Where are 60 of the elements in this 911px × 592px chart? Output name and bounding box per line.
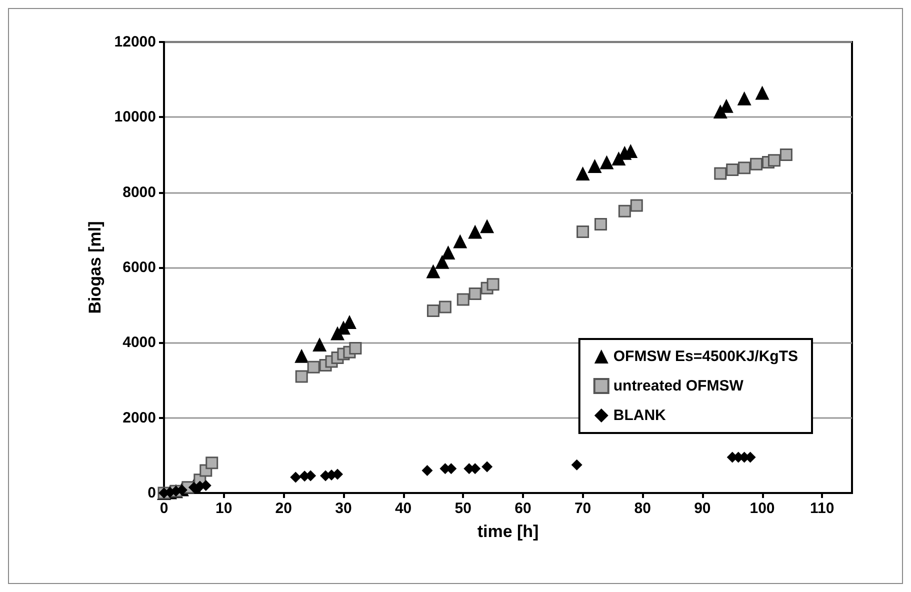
point [435, 254, 450, 269]
point [468, 224, 482, 239]
point [618, 204, 631, 218]
point [576, 226, 590, 238]
point [755, 86, 770, 100]
x-tick-label: 0 [160, 500, 168, 517]
x-tick-label: 40 [394, 500, 412, 517]
x-tick-label: 30 [335, 500, 352, 517]
point [768, 154, 780, 167]
point [295, 370, 308, 383]
point [456, 293, 470, 306]
point [441, 245, 456, 260]
x-tick-label: 20 [275, 500, 292, 517]
point [438, 300, 452, 314]
point [307, 360, 320, 374]
legend-label: OFMSW Es=4500KJ/KgTS [613, 348, 798, 365]
point [780, 148, 792, 161]
point [750, 158, 763, 170]
point [600, 155, 614, 170]
point [290, 472, 302, 483]
x-tick-label: 70 [574, 500, 592, 517]
point [426, 264, 440, 278]
point [349, 342, 362, 355]
y-tick-label: 10000 [114, 108, 156, 126]
point [480, 219, 494, 234]
point [294, 348, 309, 363]
point [714, 167, 727, 180]
point [726, 164, 739, 176]
point [482, 461, 493, 472]
point [588, 159, 602, 174]
legend-label: untreated OFMSW [613, 378, 744, 394]
point [486, 278, 500, 291]
y-axis-title: Biogas [ml] [85, 221, 104, 314]
point [737, 91, 752, 106]
point [453, 234, 468, 248]
point [426, 304, 440, 317]
point [738, 162, 751, 174]
x-tick-label: 90 [694, 500, 711, 517]
y-tick-label: 4000 [122, 334, 156, 352]
point [422, 464, 433, 476]
x-tick-label: 50 [454, 500, 472, 517]
x-tick-label: 100 [750, 500, 775, 517]
x-tick-label: 110 [810, 500, 834, 517]
x-tick-label: 60 [514, 500, 532, 517]
point [594, 218, 607, 231]
y-tick-label: 12000 [114, 34, 156, 50]
point [312, 338, 327, 352]
point [571, 459, 582, 470]
y-tick-label: 0 [148, 484, 156, 502]
y-tick-label: 6000 [122, 259, 156, 276]
x-axis-title: time [h] [477, 522, 539, 541]
x-tick-label: 10 [215, 500, 232, 517]
point [206, 456, 218, 470]
point [468, 288, 482, 300]
legend-label: BLANK [613, 407, 666, 424]
point [576, 166, 590, 181]
y-tick-label: 8000 [122, 184, 156, 201]
y-tick-label: 2000 [122, 409, 156, 426]
x-tick-label: 80 [634, 500, 651, 517]
point [630, 199, 643, 212]
